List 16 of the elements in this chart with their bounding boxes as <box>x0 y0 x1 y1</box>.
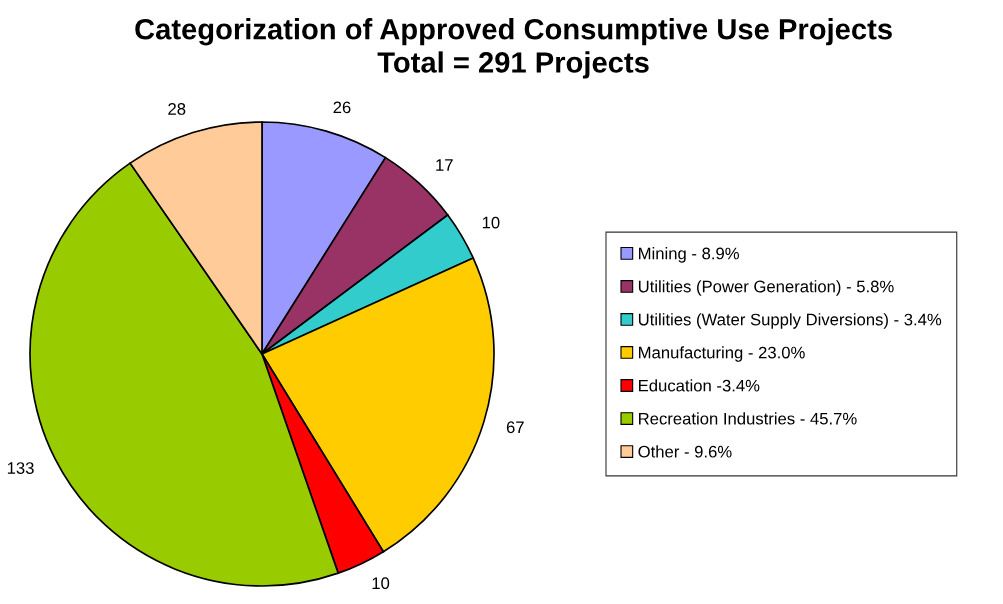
data-label: 67 <box>506 421 524 434</box>
data-label: 133 <box>7 462 34 474</box>
data-label: 10 <box>372 577 390 590</box>
legend-label: Utilities (Power Generation) - 5.8% <box>638 280 894 296</box>
data-label: 10 <box>482 216 500 229</box>
legend-label: Recreation Industries - 45.7% <box>639 412 857 425</box>
legend-label: Education -3.4% <box>639 379 760 392</box>
data-label: 28 <box>168 103 186 115</box>
legend-label: Mining - 8.9% <box>639 247 739 263</box>
legend-label: Other - 9.6% <box>638 445 732 458</box>
legend-label: Utilities (Water Supply Diversions) - 3.4% <box>638 313 942 329</box>
chart-subtitle: Total = 291 Projects <box>377 51 649 79</box>
data-label: 26 <box>333 101 351 114</box>
legend-label: Manufacturing - 23.0% <box>639 346 805 362</box>
chart-title: Categorization of Approved Consumptive Use Projects <box>135 18 892 46</box>
data-label: 17 <box>436 159 453 171</box>
